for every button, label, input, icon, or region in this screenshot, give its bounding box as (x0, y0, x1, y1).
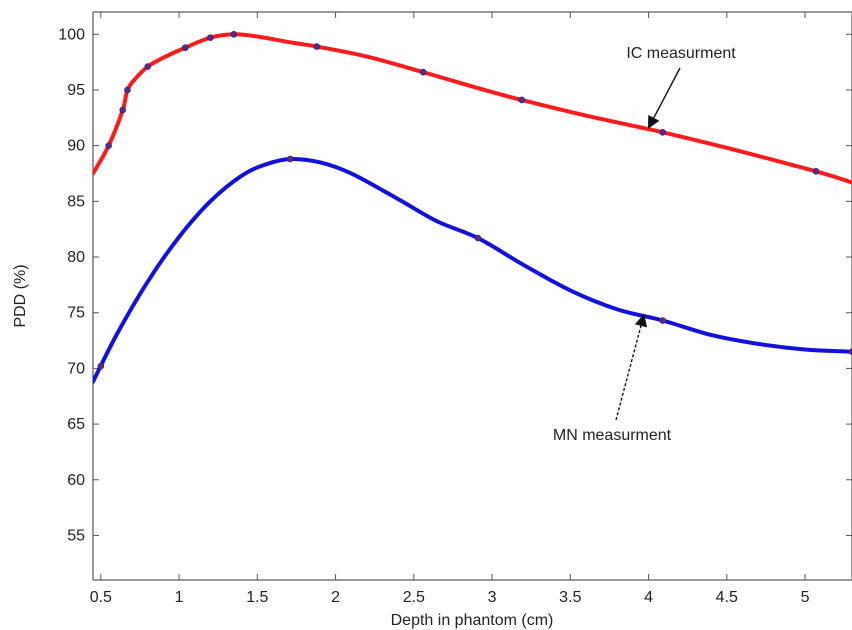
series-line-mn (93, 156, 852, 384)
data-point-ic (124, 86, 131, 94)
data-point-ic (144, 63, 152, 70)
x-tick-label: 0.5 (90, 589, 112, 606)
data-point-ic (419, 68, 427, 76)
y-axis-ticks: 55 60 65 70 75 80 85 90 95 100 (58, 26, 852, 544)
data-point-ic (230, 30, 238, 38)
data-point-ic (659, 128, 666, 136)
data-point-ic (518, 96, 526, 104)
data-point-mn (474, 234, 482, 242)
y-tick-label: 75 (67, 305, 85, 322)
y-tick-label: 60 (67, 472, 85, 489)
y-tick-label: 65 (67, 416, 85, 433)
x-tick-label: 2.5 (403, 589, 425, 606)
series-line-ic (93, 32, 852, 185)
x-axis-label: Depth in phantom (cm) (391, 612, 554, 629)
annotation-mn-label: MN measurment (553, 427, 672, 444)
x-tick-label: 1 (175, 589, 184, 606)
series-layer (93, 30, 852, 384)
x-tick-label: 2 (331, 589, 340, 606)
y-tick-label: 100 (58, 26, 85, 43)
data-point-ic (812, 167, 820, 175)
y-tick-label: 80 (67, 249, 85, 266)
x-tick-label: 5 (801, 589, 810, 606)
plot-area (92, 11, 852, 581)
data-point-ic (105, 142, 112, 149)
data-point-ic (182, 44, 189, 51)
annotation-ic-arrow (647, 67, 681, 129)
y-tick-label: 95 (67, 82, 85, 99)
data-point-mn (286, 155, 294, 163)
annotation-layer: IC measurment MN measurment (553, 45, 736, 444)
data-point-ic (313, 43, 321, 50)
y-tick-label: 85 (67, 193, 85, 210)
data-point-ic (119, 106, 127, 114)
x-tick-label: 4 (644, 589, 653, 606)
y-tick-label: 90 (67, 138, 85, 155)
y-tick-label: 70 (67, 360, 85, 377)
data-point-mn (848, 348, 852, 355)
y-axis-label: PDD (%) (12, 264, 29, 327)
data-point-mn (659, 317, 666, 324)
y-tick-label: 55 (67, 527, 85, 544)
x-axis-ticks: 0.5 1 1.5 2 2.5 3 3.5 4 4.5 5 (90, 12, 810, 606)
annotation-mn-arrow (615, 313, 648, 421)
x-tick-label: 3 (488, 589, 497, 606)
x-tick-label: 1.5 (246, 589, 268, 606)
data-point-mn (97, 362, 105, 370)
data-point-ic (207, 34, 214, 41)
x-tick-label: 3.5 (559, 589, 581, 606)
x-tick-label: 4.5 (716, 589, 738, 606)
annotation-ic-label: IC measurment (626, 45, 736, 62)
